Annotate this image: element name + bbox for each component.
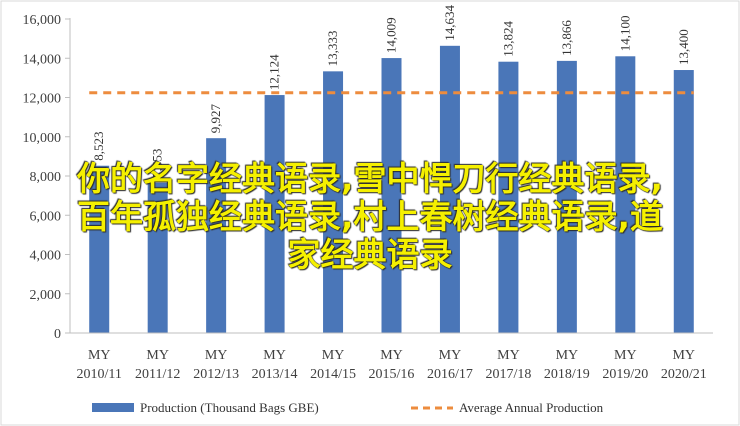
x-tick-label-line2: 2019/20	[602, 367, 648, 382]
x-tick-label-line2: 2017/18	[485, 367, 531, 382]
y-tick-label: 4,000	[30, 249, 62, 264]
legend-production-label: Production (Thousand Bags GBE)	[140, 400, 319, 415]
x-tick-label-line1: MY	[146, 348, 169, 363]
bar	[556, 60, 577, 333]
y-tick-label: 12,000	[23, 92, 62, 107]
x-tick-label-line2: 2011/12	[135, 367, 180, 382]
x-tick-label-line1: MY	[263, 348, 286, 363]
legend-production-swatch	[92, 403, 134, 412]
bar	[147, 182, 168, 333]
y-tick-label: 0	[54, 327, 61, 342]
y-tick-label: 2,000	[30, 288, 62, 303]
x-tick-label-line1: MY	[672, 348, 695, 363]
bars: 8,523 7,653 9,927 12,124 13,333 14,009 14,634 1…	[89, 5, 694, 334]
x-tick-label-line2: 2013/14	[252, 367, 298, 382]
x-tick-label-line1: MY	[439, 348, 462, 363]
x-axis: MY 2010/11 MY 2011/12 MY 2012/13 MY 2013/14 MY 20…	[70, 332, 713, 382]
bar-value-label: 14,009	[384, 17, 399, 53]
bar-value-label: 13,866	[559, 20, 574, 56]
x-tick-label-line2: 2020/21	[661, 367, 707, 382]
x-tick-label-line1: MY	[205, 348, 228, 363]
y-tick-label: 8,000	[30, 170, 62, 185]
x-tick-label-line2: 2010/11	[77, 367, 122, 382]
y-tick-label: 10,000	[23, 131, 62, 146]
x-tick-label-line1: MY	[497, 348, 520, 363]
bar	[439, 45, 460, 334]
bar-value-label: 7,653	[150, 149, 165, 178]
legend: Production (Thousand Bags GBE) Average A…	[92, 400, 604, 415]
x-tick-label-line2: 2012/13	[193, 367, 239, 382]
x-tick-label-line2: 2015/16	[369, 367, 415, 382]
bar-value-label: 13,824	[500, 20, 515, 56]
y-axis: 0 2,000 4,000 6,000 8,000 10,000 12,000 14,000 1…	[23, 13, 71, 342]
bar	[323, 71, 344, 333]
x-tick-label-line1: MY	[614, 348, 637, 363]
x-tick-label-line1: MY	[556, 348, 579, 363]
x-tick-label-line1: MY	[322, 348, 345, 363]
legend-average-label: Average Annual Production	[459, 400, 604, 415]
bar	[264, 95, 285, 333]
x-tick-label-line1: MY	[380, 348, 403, 363]
x-tick-label-line2: 2014/15	[310, 367, 356, 382]
y-tick-label: 14,000	[23, 52, 62, 67]
bar-value-label: 14,100	[617, 16, 632, 52]
bar	[615, 56, 636, 333]
bar	[381, 58, 402, 334]
bar-value-label: 9,927	[208, 103, 223, 133]
x-tick-label-line2: 2016/17	[427, 367, 473, 382]
bar	[89, 165, 110, 333]
bar-value-label: 12,124	[267, 54, 282, 90]
y-tick-label: 6,000	[30, 209, 62, 224]
bar-value-label: 13,400	[676, 29, 691, 65]
bar	[206, 138, 227, 333]
x-tick-label-line2: 2018/19	[544, 367, 590, 382]
bar-value-label: 14,634	[442, 5, 457, 41]
x-tick-label-line1: MY	[88, 348, 111, 363]
bar-value-label: 8,523	[91, 131, 106, 160]
y-tick-label: 16,000	[23, 13, 62, 28]
bar	[498, 61, 519, 333]
bar	[673, 70, 694, 334]
bar-value-label: 13,333	[325, 31, 340, 67]
